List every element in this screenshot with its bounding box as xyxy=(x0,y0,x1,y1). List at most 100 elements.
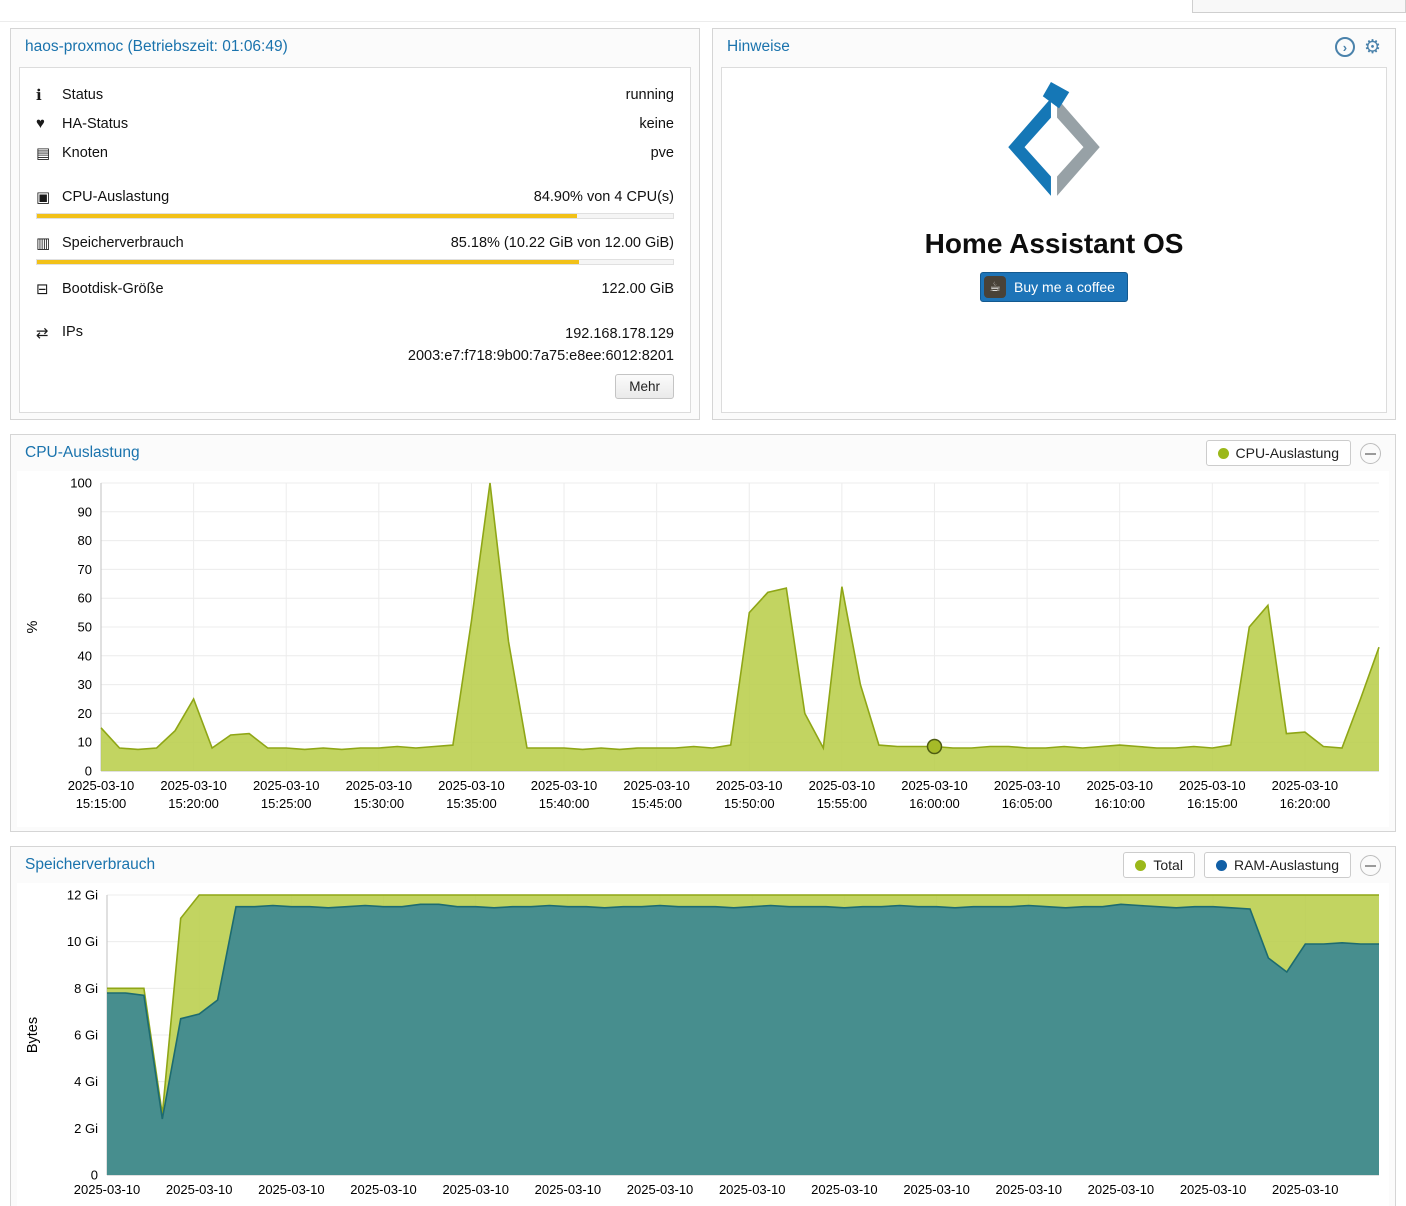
svg-text:2025-03-10: 2025-03-10 xyxy=(442,1182,509,1197)
svg-text:2025-03-10: 2025-03-10 xyxy=(531,778,598,793)
collapse-icon[interactable] xyxy=(1360,443,1381,464)
status-label: Status xyxy=(62,87,103,103)
svg-text:15:15:00: 15:15:00 xyxy=(76,796,127,811)
svg-text:50: 50 xyxy=(78,620,92,635)
ips-label: IPs xyxy=(62,324,83,340)
svg-text:2025-03-10: 2025-03-10 xyxy=(719,1182,786,1197)
svg-text:20: 20 xyxy=(78,706,92,721)
svg-text:2025-03-10: 2025-03-10 xyxy=(994,778,1061,793)
svg-text:2025-03-10: 2025-03-10 xyxy=(1179,778,1246,793)
coffee-icon: ☕ xyxy=(984,276,1006,298)
home-assistant-os-logo xyxy=(998,82,1110,204)
cpu-chart-panel: CPU-Auslastung CPU-Auslastung 0 10 20 30 40 5… xyxy=(10,434,1396,832)
expand-icon[interactable]: › xyxy=(1335,37,1355,57)
svg-text:70: 70 xyxy=(78,562,92,577)
svg-text:2025-03-10: 2025-03-10 xyxy=(623,778,690,793)
vm-panel-header: haos-proxmoc (Betriebszeit: 01:06:49) xyxy=(11,29,699,65)
ip-v4-value: 192.168.178.129 xyxy=(408,324,674,346)
svg-text:2025-03-10: 2025-03-10 xyxy=(1272,778,1339,793)
memory-chart-title: Speicherverbrauch xyxy=(25,856,155,874)
vm-summary-panel: haos-proxmoc (Betriebszeit: 01:06:49) ℹ … xyxy=(10,28,700,420)
memory-usage-chart[interactable]: 02 Gi4 Gi6 Gi8 Gi10 Gi12 Gi2025-03-10202… xyxy=(17,883,1389,1206)
bootdisk-value: 122.00 GiB xyxy=(601,281,674,297)
svg-text:2025-03-10: 2025-03-10 xyxy=(68,778,135,793)
legend-total[interactable]: Total xyxy=(1123,852,1195,878)
buy-coffee-label: Buy me a coffee xyxy=(1014,279,1115,295)
legend-total-label: Total xyxy=(1153,857,1183,873)
legend-cpu-auslastung[interactable]: CPU-Auslastung xyxy=(1206,440,1352,466)
disk-icon: ⊟ xyxy=(36,280,62,298)
svg-text:2025-03-10: 2025-03-10 xyxy=(350,1182,417,1197)
svg-text:80: 80 xyxy=(78,533,92,548)
svg-text:4 Gi: 4 Gi xyxy=(74,1074,98,1089)
notes-body: Home Assistant OS ☕ Buy me a coffee xyxy=(721,67,1387,413)
logo-gray-chevron xyxy=(1057,98,1100,196)
svg-text:2025-03-10: 2025-03-10 xyxy=(811,1182,878,1197)
svg-text:2025-03-10: 2025-03-10 xyxy=(438,778,505,793)
svg-text:16:00:00: 16:00:00 xyxy=(909,796,960,811)
notes-panel-header: Hinweise › ⚙ xyxy=(713,29,1395,65)
legend-cpu-dot xyxy=(1218,448,1229,459)
node-row: ▤ Knoten pve xyxy=(36,138,674,167)
svg-text:90: 90 xyxy=(78,504,92,519)
svg-text:0: 0 xyxy=(91,1168,98,1183)
more-button[interactable]: Mehr xyxy=(615,374,674,399)
logo-blue-chevron xyxy=(1008,98,1051,196)
svg-text:2025-03-10: 2025-03-10 xyxy=(1086,778,1153,793)
svg-text:2025-03-10: 2025-03-10 xyxy=(716,778,783,793)
svg-text:30: 30 xyxy=(78,677,92,692)
svg-text:16:15:00: 16:15:00 xyxy=(1187,796,1238,811)
top-row: haos-proxmoc (Betriebszeit: 01:06:49) ℹ … xyxy=(0,22,1406,420)
svg-text:8 Gi: 8 Gi xyxy=(74,981,98,996)
cpu-chart-header: CPU-Auslastung CPU-Auslastung xyxy=(11,435,1395,471)
svg-text:15:40:00: 15:40:00 xyxy=(539,796,590,811)
notes-panel: Hinweise › ⚙ Home Assistant OS ☕ Buy me … xyxy=(712,28,1396,420)
os-name: Home Assistant OS xyxy=(925,228,1184,260)
legend-ram-auslastung[interactable]: RAM-Auslastung xyxy=(1204,852,1351,878)
svg-text:60: 60 xyxy=(78,591,92,606)
svg-text:12 Gi: 12 Gi xyxy=(67,888,98,903)
svg-text:15:30:00: 15:30:00 xyxy=(354,796,405,811)
gear-icon[interactable]: ⚙ xyxy=(1364,38,1381,57)
ha-status-value: keine xyxy=(639,116,674,132)
memory-chart-header: Speicherverbrauch Total RAM-Auslastung xyxy=(11,847,1395,883)
buy-coffee-button[interactable]: ☕ Buy me a coffee xyxy=(980,272,1128,302)
cpu-usage-bar xyxy=(36,213,674,219)
memory-usage-row: ▥ Speicherverbrauch 85.18% (10.22 GiB vo… xyxy=(36,228,674,257)
svg-text:16:10:00: 16:10:00 xyxy=(1094,796,1145,811)
svg-text:2025-03-10: 2025-03-10 xyxy=(258,1182,325,1197)
network-icon: ⇄ xyxy=(36,324,62,342)
ha-status-row: ♥ HA-Status keine xyxy=(36,109,674,138)
memory-usage-value: 85.18% (10.22 GiB von 12.00 GiB) xyxy=(451,235,674,251)
ha-status-label: HA-Status xyxy=(62,116,128,132)
svg-text:2025-03-10: 2025-03-10 xyxy=(627,1182,694,1197)
ips-row: ⇄ IPs 192.168.178.129 2003:e7:f718:9b00:… xyxy=(36,324,674,367)
cpu-chart-title: CPU-Auslastung xyxy=(25,444,140,462)
svg-text:100: 100 xyxy=(70,476,92,491)
collapse-icon[interactable] xyxy=(1360,855,1381,876)
svg-text:16:20:00: 16:20:00 xyxy=(1280,796,1331,811)
legend-ram-label: RAM-Auslastung xyxy=(1234,857,1339,873)
node-label: Knoten xyxy=(62,145,108,161)
svg-text:2025-03-10: 2025-03-10 xyxy=(253,778,320,793)
svg-text:15:45:00: 15:45:00 xyxy=(631,796,682,811)
svg-text:40: 40 xyxy=(78,648,92,663)
cpu-usage-bar-fill xyxy=(37,214,577,218)
memory-usage-bar xyxy=(36,259,674,265)
svg-text:2025-03-10: 2025-03-10 xyxy=(809,778,876,793)
notes-panel-title: Hinweise xyxy=(727,38,790,56)
svg-text:10: 10 xyxy=(78,735,92,750)
legend-ram-dot xyxy=(1216,860,1227,871)
svg-text:16:05:00: 16:05:00 xyxy=(1002,796,1053,811)
svg-text:2025-03-10: 2025-03-10 xyxy=(535,1182,602,1197)
info-icon: ℹ xyxy=(36,86,62,104)
ip-v6-value: 2003:e7:f718:9b00:7a75:e8ee:6012:8201 xyxy=(408,346,674,368)
svg-text:0: 0 xyxy=(85,764,92,779)
cpu-usage-chart[interactable]: 0 10 20 30 40 50 60 70 80 90 100 2025-03-10 15:15:00… xyxy=(17,471,1389,827)
top-toolbar-fragment[interactable] xyxy=(1192,0,1406,13)
cpu-icon: ▣ xyxy=(36,188,62,206)
svg-text:2025-03-10: 2025-03-10 xyxy=(1180,1182,1247,1197)
memory-usage-bar-fill xyxy=(37,260,579,264)
svg-text:2025-03-10: 2025-03-10 xyxy=(1088,1182,1155,1197)
svg-text:10 Gi: 10 Gi xyxy=(67,934,98,949)
